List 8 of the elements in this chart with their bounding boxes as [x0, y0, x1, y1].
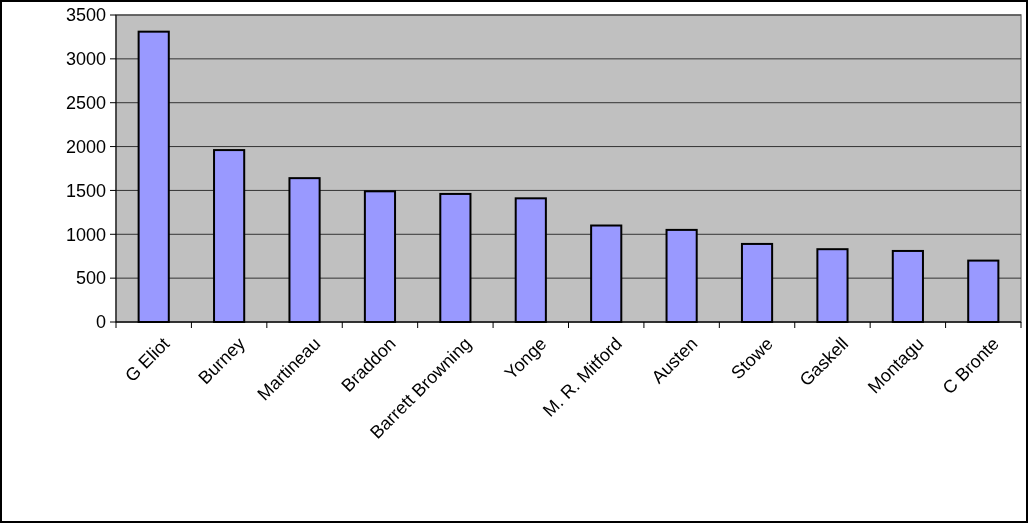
y-tick-label: 2500 [65, 93, 106, 114]
y-tick-label: 2000 [65, 136, 106, 157]
y-tick-label: 1500 [65, 180, 106, 201]
y-tick-label: 500 [75, 268, 106, 289]
y-tick-label: 3000 [65, 49, 106, 70]
y-tick-label: 3500 [65, 5, 106, 26]
y-tick-label: 0 [95, 312, 106, 333]
y-tick-label: 1000 [65, 224, 106, 245]
